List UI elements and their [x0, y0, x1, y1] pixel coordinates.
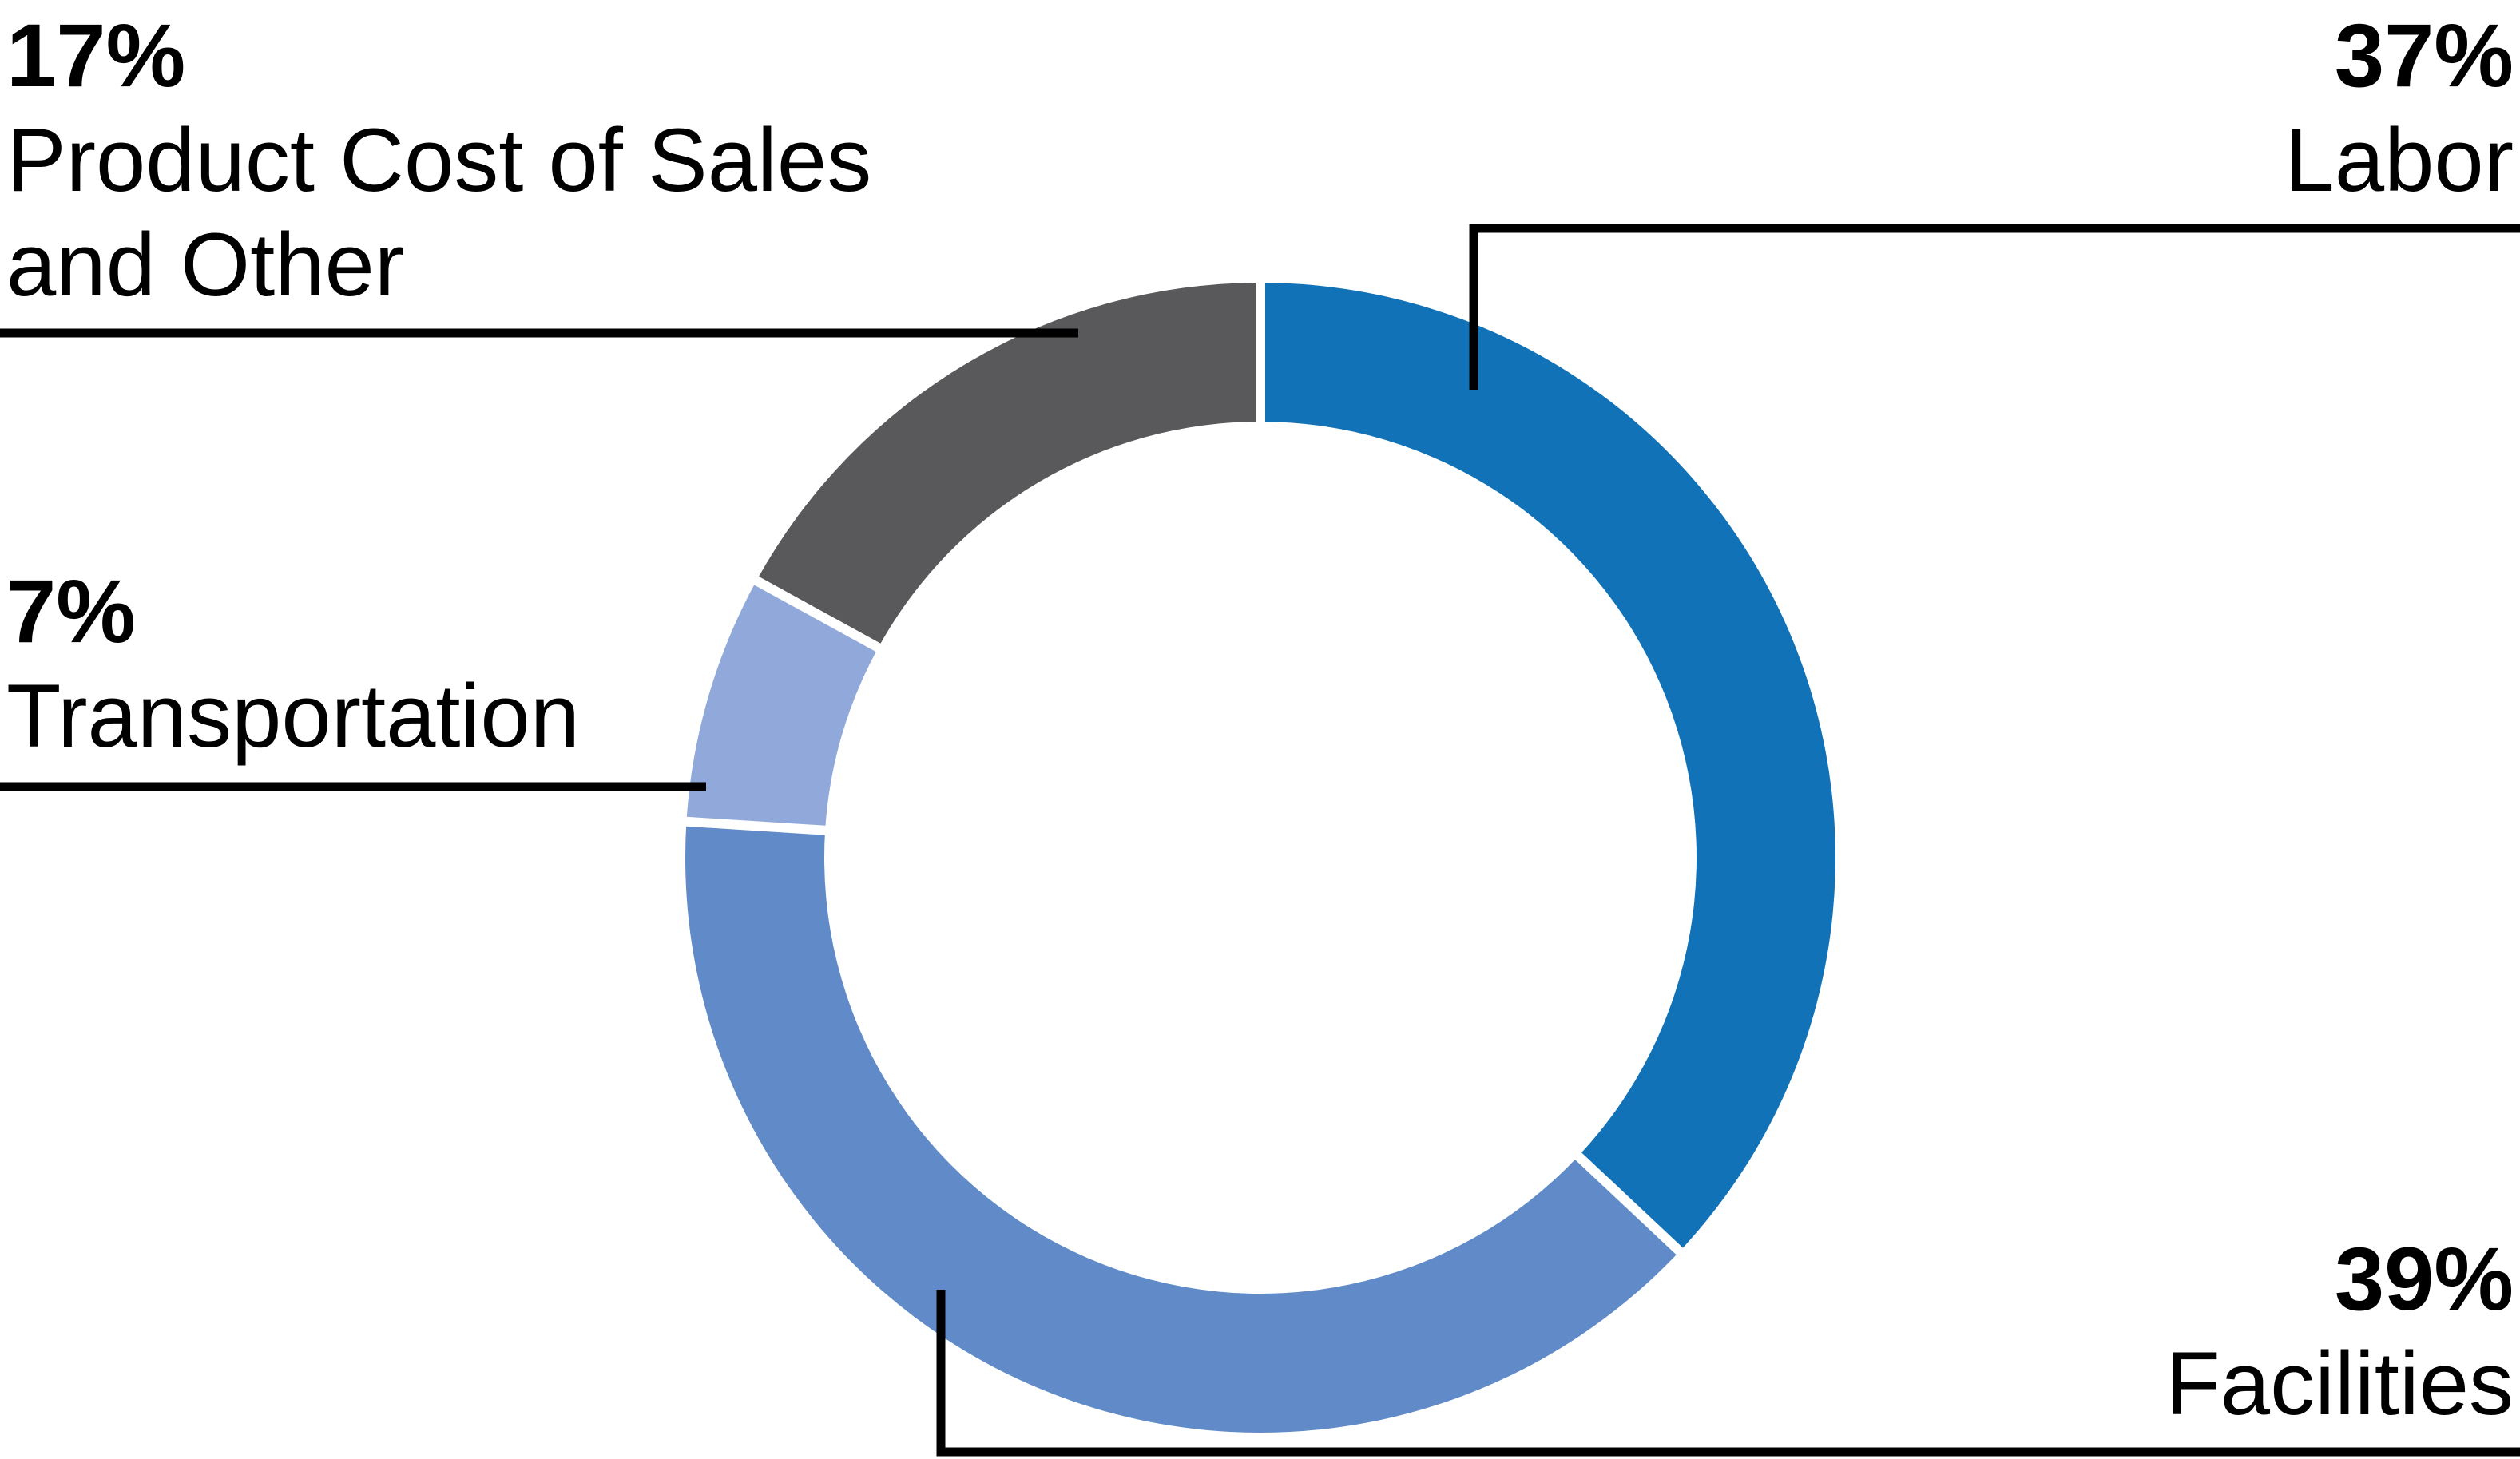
transportation-percent: 7%	[6, 561, 136, 661]
slice-separator	[678, 816, 834, 836]
facilities-label: Facilities	[2165, 1331, 2514, 1436]
label-line: Transportation	[6, 666, 580, 766]
labor-percent: 37%	[2334, 6, 2514, 105]
label-line: Labor	[2284, 110, 2514, 210]
slice-separator	[747, 573, 888, 656]
callout-transportation: 7% Transportation	[6, 559, 580, 768]
labor-label: Labor	[2285, 108, 2514, 212]
donut-slice-labor	[1260, 283, 1835, 1251]
label-line: Facilities	[2165, 1334, 2514, 1433]
slice-separator	[1569, 1147, 1689, 1261]
label-line: and Other	[6, 215, 405, 315]
facilities-percent: 39%	[2334, 1229, 2514, 1329]
donut-slice-transportation	[686, 581, 879, 831]
label-line: Product Cost of Sales	[6, 110, 872, 210]
product-cost-percent: 17%	[6, 6, 186, 105]
donut-slice-product_cost	[756, 283, 1260, 648]
product-cost-label: Product Cost of Sales and Other	[6, 108, 1013, 317]
transportation-label: Transportation	[6, 664, 580, 768]
labor-leader-line	[1469, 224, 2520, 390]
donut-slice-facilities	[685, 821, 1680, 1433]
callout-facilities: 39% Facilities	[2165, 1227, 2514, 1436]
facilities-leader-line	[936, 1290, 2520, 1457]
callout-product-cost: 17% Product Cost of Sales and Other	[6, 3, 1013, 317]
callout-labor: 37% Labor	[2285, 3, 2514, 212]
